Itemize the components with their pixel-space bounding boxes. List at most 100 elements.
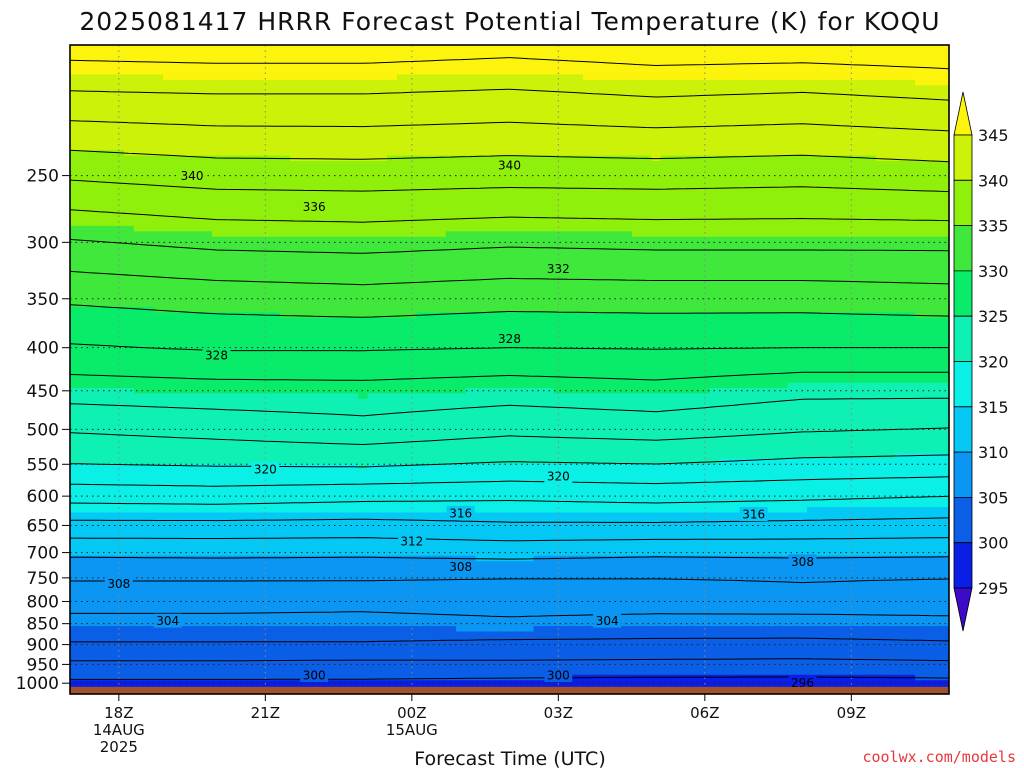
credit-link[interactable]: coolwx.com/models [862,748,1016,766]
y-tick-label-1000: 1000 [16,674,59,694]
colorbar-band-320 [953,315,973,362]
colorbar-band-315 [953,361,973,408]
contour-label-300: 300 [547,669,570,683]
y-tick-label-350: 350 [27,290,59,310]
contour-306 [70,611,950,618]
colorbar-label-300: 300 [978,534,1009,553]
contour-label-bg [495,331,524,346]
colorbar-band-300 [953,497,973,544]
colorbar-band-310 [953,406,973,453]
y-tick-label-450: 450 [27,382,59,402]
contour-340 [69,149,950,163]
colorbar-band-295 [953,542,973,589]
contour-304 [70,637,950,643]
x-tick-label-18Z: 18Z [104,704,133,722]
colorbar-band-330 [953,225,973,272]
y-tick-label-750: 750 [27,569,59,589]
chart-title: 2025081417 HRRR Forecast Potential Tempe… [79,7,940,36]
contour-label-bg [593,613,622,628]
colorbar-label-325: 325 [978,307,1009,326]
y-tick-label-700: 700 [27,544,59,564]
y-tick-label-950: 950 [27,655,59,675]
contour-label-bg [300,668,329,683]
x-tick-sublabel: 14AUG [93,721,145,739]
filled-band-305-310 [69,555,950,633]
contour-label-bg [544,668,573,683]
axes: 2503003504004505005506006507007508008509… [16,44,950,756]
filled-band-340-345 [69,74,950,162]
contour-308 [70,578,950,584]
x-tick-sublabel: 2025 [100,738,138,756]
contour-332 [69,270,950,286]
contour-label-332: 332 [547,262,570,276]
contour-310 [70,556,950,560]
y-tick-label-900: 900 [27,636,59,656]
colorbar-label-330: 330 [978,262,1009,281]
colorbar-band-335 [953,179,973,226]
contour-label-300: 300 [303,669,326,683]
contour-label-320: 320 [254,462,277,476]
y-tick-label-850: 850 [27,615,59,635]
contour-label-bg [788,554,817,569]
x-axis-label: Forecast Time (UTC) [414,748,605,768]
contour-label-296: 296 [791,676,814,690]
x-tick-label-03Z: 03Z [544,704,573,722]
filled-band-320-325 [69,382,950,470]
colorbar: 345 340 335 330 325 320 315 310 305 300 295 [953,91,1009,632]
contour-346 [69,57,950,70]
contour-label-bg [446,559,475,574]
y-tick-label-300: 300 [27,233,59,253]
contour-label-bg [178,168,207,183]
contour-label-bg [153,613,182,628]
contour-label-340: 340 [498,159,521,173]
contour-label-bg [202,347,231,362]
contour-label-308: 308 [107,577,130,591]
colorbar-band-340 [953,134,973,181]
contour-label-bg [104,576,133,591]
y-tick-label-500: 500 [27,420,59,440]
y-tick-label-250: 250 [27,167,59,187]
contour-label-bg [446,505,475,520]
colorbar-label-335: 335 [978,217,1009,236]
contour-label-bg [739,507,768,522]
contour-322 [69,427,950,445]
plot-frame [69,44,950,695]
contour-label-bg [300,199,329,214]
filled-band-300-305 [69,626,950,681]
contour-328 [69,343,949,352]
contour-338 [69,179,950,193]
plot-area: 340 340 336 332 328 328 320 320 316 316 312 308 308 3… [69,44,950,695]
colorbar-label-345: 345 [978,126,1009,145]
contour-label-308: 308 [449,560,472,574]
filled-band-310-315 [69,507,950,562]
contour-316 [69,495,950,505]
filled-band-330-335 [69,225,950,319]
x-tick-label-09Z: 09Z [837,704,866,722]
contour-label-312: 312 [400,534,423,548]
contour-326 [69,371,949,381]
contour-302 [70,658,950,662]
contour-label-bg [544,261,573,276]
x-tick-label-21Z: 21Z [251,704,280,722]
y-tick-label-550: 550 [27,455,59,475]
contour-314 [70,517,950,523]
colorbar-label-315: 315 [978,398,1009,417]
contour-label-316: 316 [449,506,472,520]
contour-320 [69,454,950,468]
contour-label-bg [788,675,817,690]
y-tick-label-400: 400 [27,339,59,359]
contour-label-340: 340 [181,169,204,183]
contour-label-328: 328 [498,332,521,346]
y-tick-label-600: 600 [27,487,59,507]
ground-strip [70,686,949,694]
contour-label-bg [251,461,280,476]
colorbar-band-345 [953,91,973,136]
contour-label-bg [495,158,524,173]
contour-label-336: 336 [303,200,326,214]
y-tick-label-800: 800 [27,592,59,612]
contour-label-328: 328 [205,348,228,362]
colorbar-band-325 [953,270,973,317]
colorbar-label-295: 295 [978,579,1009,598]
contour-label-316: 316 [742,508,765,522]
contour-label-304: 304 [156,614,179,628]
